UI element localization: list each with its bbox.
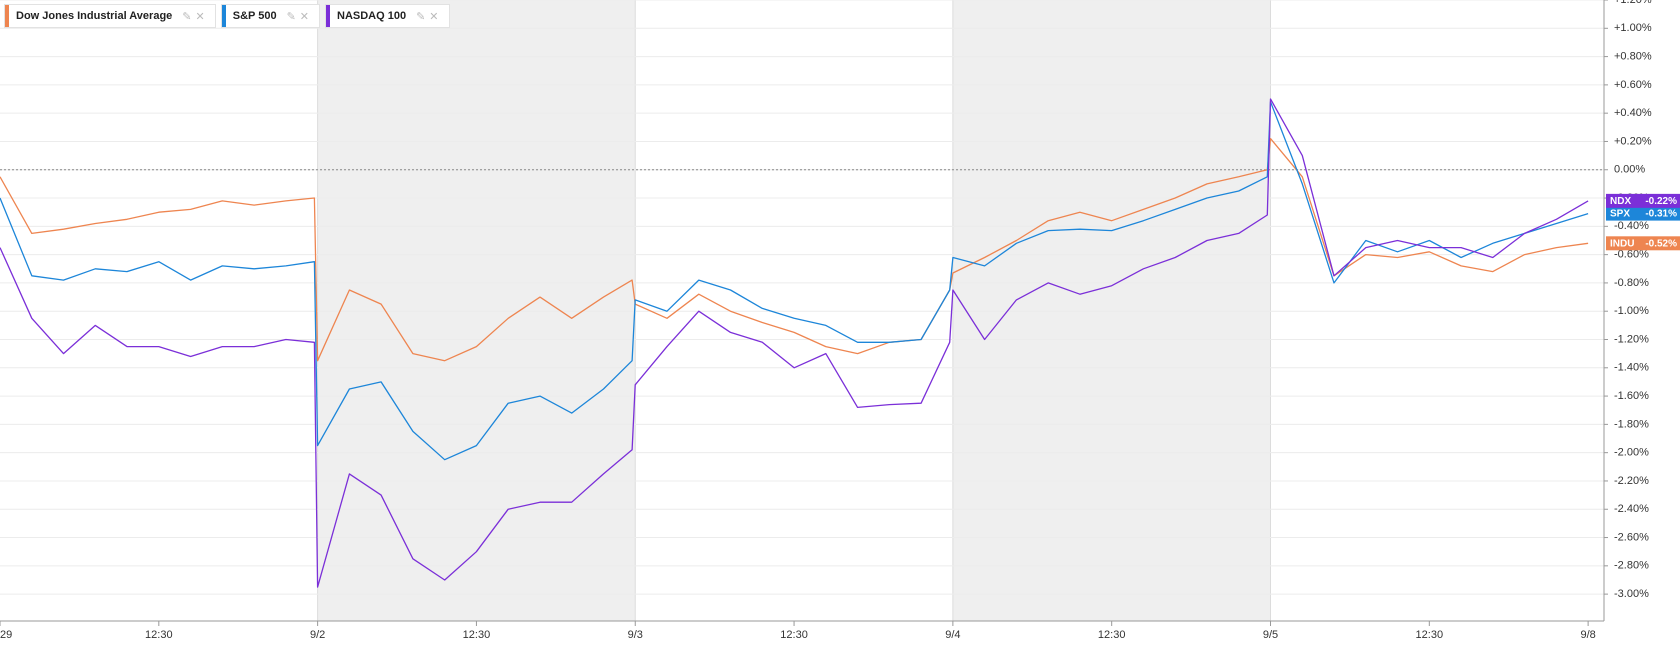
- x-tick-label: 9/2: [310, 629, 325, 641]
- y-tick-label: -1.20%: [1614, 333, 1649, 345]
- legend-item[interactable]: S&P 500 ✎✕: [220, 4, 320, 28]
- y-tick-label: -1.60%: [1614, 390, 1649, 402]
- x-tick-label: 12:30: [145, 629, 173, 641]
- x-tick-label: 9/3: [628, 629, 643, 641]
- legend-swatch: [326, 5, 330, 27]
- legend-label: NASDAQ 100: [337, 10, 407, 22]
- end-badge-symbol: INDU: [1610, 238, 1634, 249]
- legend-item[interactable]: NASDAQ 100 ✎✕: [325, 4, 450, 28]
- shaded-session: [317, 0, 636, 621]
- end-badge-bg: [1606, 236, 1680, 251]
- y-tick-label: +0.60%: [1614, 79, 1652, 91]
- y-tick-label: +0.40%: [1614, 107, 1652, 119]
- legend-swatch: [221, 5, 226, 27]
- y-tick-label: +0.20%: [1614, 135, 1652, 147]
- end-badge: NDX -0.22%: [1606, 193, 1680, 208]
- x-tick-label: 12:30: [780, 629, 808, 641]
- shaded-session: [952, 0, 1271, 621]
- end-badge-value: -0.22%: [1645, 196, 1677, 207]
- end-badge-symbol: SPX: [1610, 209, 1630, 220]
- y-tick-label: -3.00%: [1614, 588, 1649, 600]
- legend-item[interactable]: Dow Jones Industrial Average ✎✕: [4, 4, 216, 28]
- legend-icons[interactable]: ✎✕: [416, 10, 443, 23]
- x-tick-label: 9/8: [1580, 629, 1595, 641]
- y-tick-label: -1.40%: [1614, 362, 1649, 374]
- y-tick-label: -1.80%: [1614, 418, 1649, 430]
- x-tick-label: 9/4: [945, 629, 960, 641]
- end-badge-value: -0.52%: [1645, 238, 1677, 249]
- x-tick-label: 29: [0, 629, 12, 641]
- end-badge-bg: [1606, 206, 1680, 221]
- y-tick-label: -0.80%: [1614, 277, 1649, 289]
- legend-icons[interactable]: ✎✕: [182, 10, 209, 23]
- y-tick-label: -2.20%: [1614, 475, 1649, 487]
- series-line: [0, 137, 1589, 362]
- y-tick-label: -2.80%: [1614, 560, 1649, 572]
- y-tick-label: -2.60%: [1614, 531, 1649, 543]
- y-tick-label: +1.00%: [1614, 22, 1652, 34]
- x-tick-label: 9/5: [1263, 629, 1278, 641]
- y-tick-label: 0.00%: [1614, 164, 1645, 176]
- legend-icons[interactable]: ✎✕: [286, 10, 313, 23]
- x-tick-label: 12:30: [1416, 629, 1444, 641]
- end-badge-symbol: NDX: [1610, 196, 1631, 207]
- legend: Dow Jones Industrial Average ✎✕ S&P 500 ✎✕ N…: [4, 4, 450, 28]
- end-badge-value: -0.31%: [1645, 209, 1677, 220]
- end-badge-bg: [1606, 193, 1680, 208]
- series-line: [0, 101, 1589, 461]
- y-tick-label: +0.80%: [1614, 50, 1652, 62]
- y-tick-label: -2.00%: [1614, 447, 1649, 459]
- y-tick-label: -1.00%: [1614, 305, 1649, 317]
- legend-swatch: [5, 5, 9, 27]
- end-badge: INDU -0.52%: [1606, 236, 1680, 251]
- legend-label: Dow Jones Industrial Average: [16, 10, 173, 22]
- legend-label: S&P 500: [232, 10, 277, 22]
- x-tick-label: 12:30: [1098, 629, 1126, 641]
- series-line: [0, 98, 1589, 588]
- y-tick-label: -0.60%: [1614, 249, 1649, 261]
- y-tick-label: -2.40%: [1614, 503, 1649, 515]
- y-tick-label: +1.20%: [1614, 0, 1652, 6]
- end-badge: SPX -0.31%: [1606, 206, 1680, 221]
- y-tick-label: -0.40%: [1614, 220, 1649, 232]
- x-tick-label: 12:30: [463, 629, 491, 641]
